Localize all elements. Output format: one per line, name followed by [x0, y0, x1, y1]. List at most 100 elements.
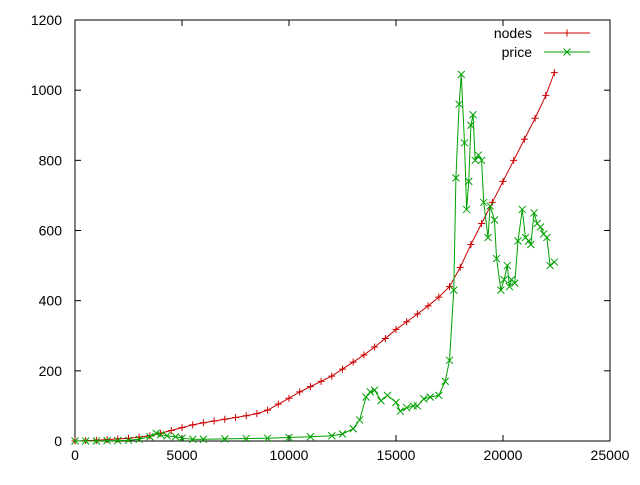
data-point-price: [419, 395, 428, 403]
data-point-price: [441, 377, 450, 386]
data-point-nodes: [392, 325, 400, 333]
x-tick-label: 10000: [270, 447, 309, 463]
data-point-price: [263, 434, 272, 443]
data-point-nodes: [285, 394, 293, 402]
axes: 0 5000 10000 15000 20000 25000 0 200 400 600 800 10…: [31, 12, 630, 463]
data-point-price: [514, 237, 522, 245]
data-point-price: [242, 434, 251, 443]
data-point-price: [71, 437, 79, 445]
y-tick-label: 200: [39, 363, 63, 379]
data-point-nodes: [242, 412, 250, 420]
legend-label: price: [502, 44, 533, 60]
data-point-price: [306, 432, 315, 441]
data-point-price: [152, 429, 161, 438]
data-point-nodes: [328, 372, 336, 380]
legend-swatch-marker: [563, 48, 571, 56]
data-point-nodes: [264, 406, 272, 414]
data-point-price: [103, 436, 111, 445]
series-layer: [71, 69, 559, 445]
legend-item-nodes: nodes: [494, 25, 590, 41]
data-point-nodes: [199, 419, 207, 427]
data-point-price: [455, 100, 463, 109]
data-point-nodes: [550, 69, 558, 77]
data-point-price: [366, 388, 375, 396]
data-point-nodes: [296, 388, 304, 396]
data-point-price: [492, 254, 501, 263]
data-point-price: [171, 432, 180, 441]
legend: nodes price: [494, 25, 590, 60]
data-point-nodes: [103, 436, 111, 444]
data-point-nodes: [167, 426, 175, 434]
data-point-price: [220, 435, 229, 443]
data-point-price: [113, 436, 122, 445]
data-point-price: [546, 261, 554, 270]
y-tick-label: 400: [39, 293, 63, 309]
data-point-price: [327, 431, 336, 440]
data-point-price: [392, 398, 400, 407]
data-point-price: [462, 205, 471, 214]
data-point-price: [524, 237, 533, 245]
legend-label: nodes: [494, 25, 532, 41]
data-point-nodes: [456, 263, 464, 271]
data-point-nodes: [274, 400, 282, 408]
data-point-price: [349, 424, 358, 433]
data-point-price: [135, 435, 144, 444]
data-point-price: [124, 436, 133, 445]
data-point-nodes: [520, 135, 528, 143]
x-tick-label: 0: [71, 447, 79, 463]
data-point-price: [338, 430, 347, 438]
data-point-price: [445, 356, 454, 365]
data-point-price: [396, 407, 405, 416]
data-point-nodes: [317, 377, 325, 385]
data-point-price: [490, 216, 499, 224]
data-point-price: [486, 202, 495, 210]
legend-item-price: price: [502, 44, 590, 60]
y-tick-label: 1200: [31, 12, 62, 28]
data-point-price: [543, 233, 551, 242]
plot-frame: [74, 19, 611, 442]
data-point-nodes: [510, 156, 518, 164]
data-point-price: [156, 430, 165, 439]
data-point-price: [413, 402, 422, 410]
data-point-nodes: [232, 413, 239, 421]
data-point-nodes: [306, 383, 314, 391]
data-point-price: [500, 275, 508, 284]
data-point-price: [285, 433, 293, 442]
data-point-price: [467, 121, 475, 130]
y-tick-label: 1000: [31, 82, 62, 98]
data-point-price: [163, 431, 171, 440]
data-point-nodes: [488, 198, 496, 206]
series-line-price: [75, 74, 555, 442]
y-tick-label: 0: [54, 433, 62, 449]
data-point-price: [550, 258, 559, 266]
data-point-price: [530, 209, 538, 217]
data-point-nodes: [435, 293, 443, 301]
y-tick-label: 600: [39, 223, 63, 239]
data-point-nodes: [157, 429, 165, 437]
data-point-nodes: [253, 410, 261, 418]
x-tick-label: 15000: [377, 447, 416, 463]
data-point-price: [464, 177, 473, 186]
x-tick-label: 5000: [166, 447, 197, 463]
data-point-price: [497, 286, 505, 294]
data-point-nodes: [210, 417, 218, 425]
data-point-nodes: [178, 424, 186, 432]
data-point-price: [383, 391, 392, 400]
data-point-nodes: [360, 351, 368, 359]
data-point-price: [188, 435, 197, 444]
data-point-price: [469, 110, 477, 119]
data-point-nodes: [413, 310, 421, 318]
data-point-price: [505, 282, 514, 291]
data-point-nodes: [189, 421, 197, 429]
data-point-price: [355, 416, 364, 424]
data-point-nodes: [542, 91, 550, 99]
data-point-nodes: [371, 343, 379, 351]
data-point-price: [503, 261, 512, 270]
data-point-nodes: [499, 177, 507, 185]
data-point-nodes: [349, 358, 357, 366]
data-point-price: [479, 198, 488, 207]
data-point-nodes: [531, 114, 539, 122]
data-point-price: [536, 223, 545, 231]
data-point-nodes: [446, 283, 453, 291]
